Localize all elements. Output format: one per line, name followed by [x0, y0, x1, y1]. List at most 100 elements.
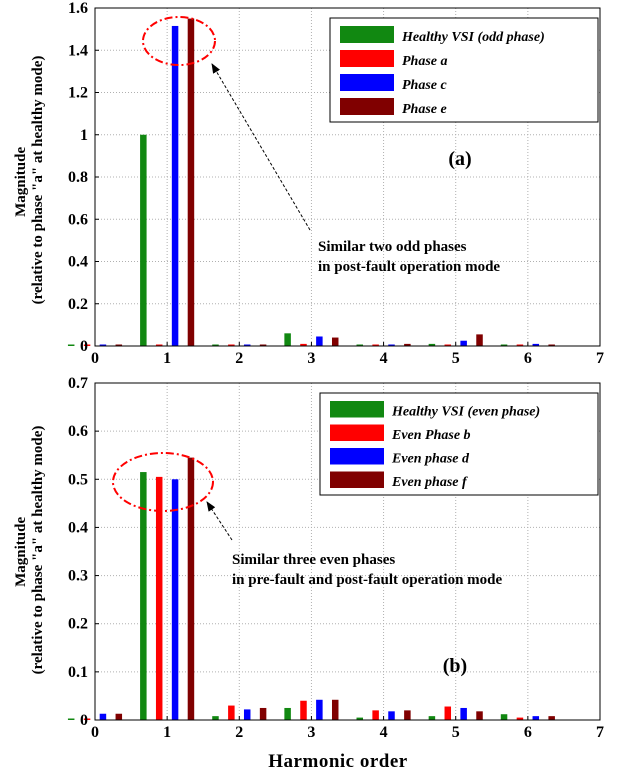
chart-b-bar [99, 713, 107, 720]
chart-a-bar [476, 334, 483, 346]
chart-a-bar [155, 344, 163, 346]
chart-b-ylabel: Magnitude (relative to phase "a" at heal… [13, 426, 46, 675]
chart-a-legend-label: Phase e [402, 102, 447, 117]
chart-b-bar [140, 472, 147, 720]
chart-a-bar [171, 25, 179, 347]
chart-b-bar [372, 710, 379, 720]
chart-b-legend-label: Healthy VSI (even phase) [391, 405, 540, 420]
chart-a-ytick-label: 0.6 [68, 211, 88, 228]
chart-a-bar [500, 344, 508, 346]
chart-a-ytick-label: 1.2 [68, 85, 88, 102]
chart-a-ytick-label: 0.2 [68, 296, 88, 313]
chart-a-bar [388, 344, 395, 346]
chart-b-bar [476, 711, 483, 720]
chart-a-bar [228, 344, 235, 346]
chart-b-bar [83, 718, 91, 720]
chart-b-bar [316, 699, 323, 720]
chart-a-xtick-label: 5 [452, 350, 460, 367]
chart-a-bar [404, 343, 411, 346]
chart-a-bar [212, 344, 219, 346]
chart-a-ytick-label: 1.6 [68, 0, 88, 17]
chart-a-ylabel-line1: Magnitude [13, 147, 29, 217]
chart-b-bar [243, 709, 251, 720]
chart-b-bar [331, 699, 339, 720]
chart-b-xtick-label: 5 [452, 724, 460, 741]
chart-a-ytick-label: 0 [80, 338, 88, 355]
chart-a-legend-label: Phase c [402, 78, 448, 93]
chart-a-legend-swatch [340, 74, 394, 91]
chart-a-bar [548, 344, 555, 346]
chart-b-bar [67, 718, 75, 720]
chart-b-bar [115, 713, 123, 720]
chart-a-bar [284, 333, 291, 346]
chart-b-xlabel: Harmonic order [268, 751, 408, 772]
chart-a-bar [187, 18, 195, 346]
chart-a-annotation-line1: Similar two odd phases [318, 239, 467, 255]
chart-b-panel-label: (b) [443, 655, 467, 677]
chart-b-bar [212, 716, 219, 720]
chart-a-legend-swatch [340, 98, 394, 115]
chart-a-bar [460, 340, 467, 346]
chart-b-legend-swatch [330, 401, 384, 418]
chart-a-highlight-ellipse [142, 16, 216, 66]
chart-b-ytick-label: 0.3 [68, 568, 88, 585]
chart-b-xtick-label: 6 [524, 724, 532, 741]
chart-b-legend-label: Even phase d [391, 452, 470, 467]
chart-b-ytick-label: 0.1 [68, 664, 88, 681]
chart-a-legend: Healthy VSI (odd phase) Phase a Phase c Pha… [329, 17, 599, 123]
chart-a-legend-swatch [340, 26, 394, 43]
chart-b-xtick-label: 0 [91, 724, 99, 741]
chart-b-bar [300, 700, 307, 720]
chart-b-annotation-line2: in pre-fault and post-fault operation mo… [232, 572, 502, 588]
chart-b-ytick-label: 0.2 [68, 616, 88, 633]
chart-a-annotation-arrow [211, 63, 311, 231]
chart-a-bar [300, 343, 307, 346]
chart-b-bar [516, 717, 524, 720]
chart-a-bar [83, 344, 91, 346]
chart-a-xtick-label: 2 [235, 350, 243, 367]
chart-a-xtick-label: 0 [91, 350, 99, 367]
chart-a-annotation: Similar two odd phases in post-fault ope… [318, 239, 500, 275]
chart-b-annotation-arrow [206, 501, 233, 541]
chart-b-annotation: Similar three even phases in pre-fault a… [232, 552, 502, 588]
chart-a-bar [372, 344, 379, 346]
chart-b-ytick-label: 0.5 [68, 471, 88, 488]
chart-a-ytick-label: 1 [80, 127, 88, 144]
chart-b-bar [155, 476, 163, 720]
chart-a-bar [140, 134, 147, 346]
chart-a-bar [67, 344, 75, 346]
chart-b-legend-label: Even Phase b [391, 428, 471, 443]
chart-a-bar [516, 344, 524, 346]
chart-b-bar [532, 716, 540, 720]
chart-a-bar [243, 344, 251, 346]
chart-a-legend-swatch [340, 50, 394, 67]
chart-b-ytick-label: 0.6 [68, 423, 88, 440]
chart-b-annotation-line1: Similar three even phases [232, 552, 395, 568]
chart-a-bar [428, 343, 436, 346]
chart-b-bar [171, 479, 179, 720]
chart-b-xtick-label: 4 [380, 724, 388, 741]
chart-b-bar [428, 716, 436, 720]
chart-b: 0 1 2 3 4 5 6 7 0 0.1 0.2 0.3 0.4 0.5 0.6 0.7 Magnitude… [13, 375, 604, 772]
chart-a-xtick-label: 7 [596, 350, 604, 367]
chart-a: 0 1 2 3 4 5 6 7 0 0.2 0.4 0.6 0.8 1 1.2 1.4 1.6 Magnitud… [13, 0, 604, 367]
chart-a-annotation-line2: in post-fault operation mode [318, 259, 500, 275]
chart-a-bar [532, 343, 540, 346]
chart-b-bar [187, 457, 195, 720]
chart-b-legend-label: Even phase f [391, 475, 468, 490]
chart-a-ylabel: Magnitude (relative to phase "a" at heal… [13, 56, 46, 305]
chart-a-bar [331, 337, 339, 346]
chart-a-xtick-label: 3 [307, 350, 315, 367]
chart-a-bar [99, 344, 107, 346]
chart-b-bar [404, 710, 411, 720]
chart-a-ytick-label: 0.4 [68, 254, 88, 271]
chart-b-xtick-label: 2 [235, 724, 243, 741]
chart-b-ytick-label: 0.7 [68, 375, 88, 392]
chart-b-bar [228, 705, 235, 720]
chart-b-xtick-label: 7 [596, 724, 604, 741]
chart-a-legend-label: Healthy VSI (odd phase) [401, 30, 545, 45]
chart-b-ylabel-line1: Magnitude [13, 517, 29, 587]
chart-b-frame [94, 382, 601, 721]
chart-b-bar [388, 711, 395, 720]
